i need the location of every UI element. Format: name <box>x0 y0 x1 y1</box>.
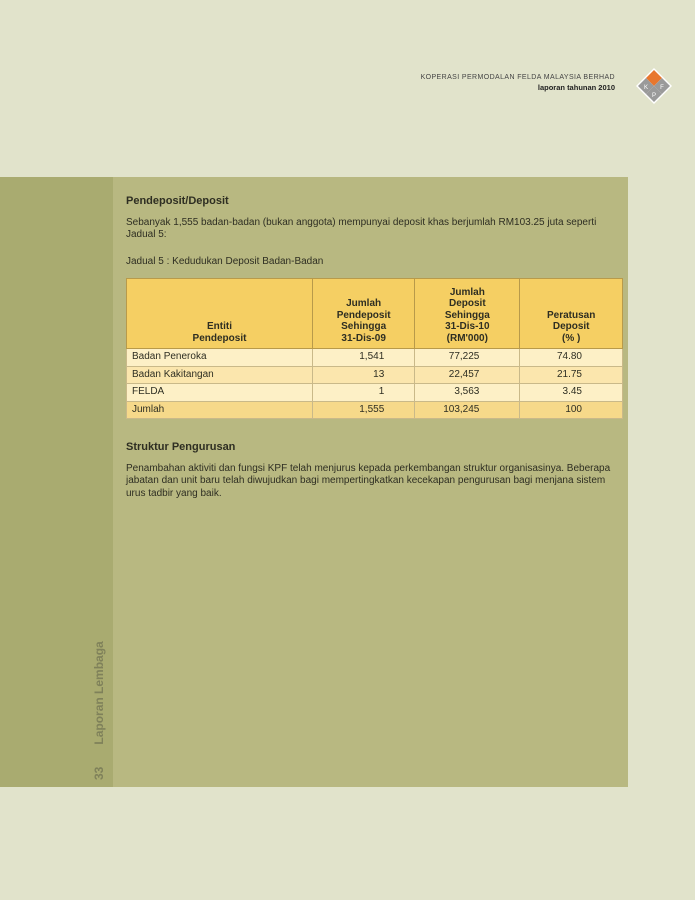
kpf-logo: K F P <box>636 68 672 104</box>
table-row: Badan Peneroka 1,541 77,225 74.80 <box>126 348 623 367</box>
header-line: Jumlah <box>346 298 382 309</box>
table-cell: 13 <box>311 365 416 384</box>
column-header: Peratusan Deposit (% ) <box>519 278 623 349</box>
deposit-table: Entiti Pendeposit Jumlah Pendeposit Sehingga… <box>126 278 623 419</box>
header-line: Pendeposit <box>192 332 247 344</box>
paragraph: Sebanyak 1,555 badan-badan (bukan anggot… <box>126 216 597 241</box>
header-line: Peratusan <box>547 309 596 321</box>
header-line: (RM'000) <box>446 332 488 344</box>
header-line: Sehingga <box>341 321 387 332</box>
header-line: Deposit <box>552 321 590 332</box>
table-cell: 22,457 <box>414 365 521 384</box>
svg-text:F: F <box>660 85 664 91</box>
header-line: 31-Dis-09 <box>341 332 386 344</box>
column-header: Entiti Pendeposit <box>126 278 313 349</box>
table-cell: 74.80 <box>519 348 623 367</box>
svg-text:K: K <box>644 85 648 91</box>
table-cell: 1 <box>311 383 416 402</box>
table-cell: Jumlah <box>126 400 313 419</box>
header-line: Sehingga <box>444 309 490 321</box>
org-name: KOPERASI PERMODALAN FELDA MALAYSIA BERHA… <box>420 74 615 81</box>
section-title: Pendeposit/Deposit <box>126 195 229 207</box>
report-title: laporan tahunan 2010 <box>537 83 615 92</box>
table-cell: Badan Peneroka <box>126 348 313 367</box>
svg-text:P: P <box>652 93 656 99</box>
side-label: 33 Laporan Lembaga <box>92 641 106 780</box>
table-cell: Badan Kakitangan <box>126 365 313 384</box>
table-cell: 1,541 <box>311 348 416 367</box>
main-content: Pendeposit/Deposit Sebanyak 1,555 badan-… <box>126 195 623 511</box>
table-cell: 3.45 <box>519 383 623 402</box>
side-strip <box>0 177 113 787</box>
table-cell: 1,555 <box>311 400 416 419</box>
content-panel <box>0 177 628 787</box>
header-line: (% ) <box>562 332 581 344</box>
header-line: Jumlah <box>449 286 485 298</box>
table-row: Badan Kakitangan 13 22,457 21.75 <box>126 365 623 384</box>
header-line: Deposit <box>448 298 486 309</box>
table-cell: 100 <box>519 400 623 419</box>
total-row: Jumlah 1,555 103,245 100 <box>126 400 623 419</box>
column-header: Jumlah Pendeposit Sehingga 31-Dis-09 <box>311 278 416 349</box>
column-header: Jumlah Deposit Sehingga 31-Dis-10 (RM'000) <box>414 278 521 349</box>
header-line: Entiti <box>207 321 232 332</box>
table-cell: 103,245 <box>414 400 521 419</box>
page-number: 33 <box>92 766 106 780</box>
table-cell: FELDA <box>126 383 313 402</box>
section-name: Laporan Lembaga <box>92 641 106 745</box>
table-cell: 77,225 <box>414 348 521 367</box>
table-cell: 3,563 <box>414 383 521 402</box>
header-line: Pendeposit <box>336 309 391 321</box>
report-header: KOPERASI PERMODALAN FELDA MALAYSIA BERHA… <box>421 74 615 92</box>
header-line: 31-Dis-10 <box>445 321 490 332</box>
table-row: FELDA 1 3,563 3.45 <box>126 383 623 402</box>
table-caption: Jadual 5 : Kedudukan Deposit Badan-Badan <box>126 255 324 267</box>
paragraph: Penambahan aktiviti dan fungsi KPF telah… <box>126 462 611 499</box>
section-title: Struktur Pengurusan <box>126 441 236 453</box>
table-cell: 21.75 <box>519 365 623 384</box>
